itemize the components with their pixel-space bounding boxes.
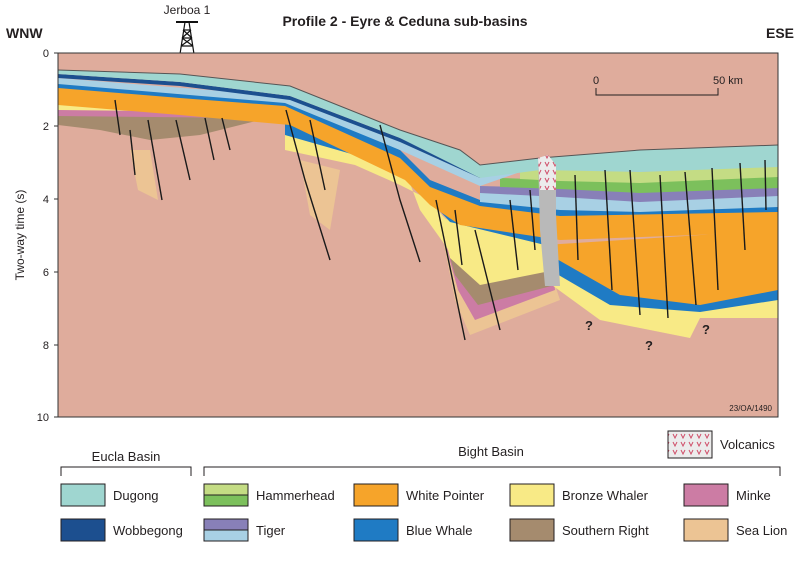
hammerhead-unit <box>520 166 778 183</box>
west-orientation-label: WNW <box>6 25 43 41</box>
uncertain-marker: ? <box>585 318 593 333</box>
legend-item-tiger: Tiger <box>203 518 286 542</box>
eucla-basin-bracket: Eucla Basin <box>60 449 192 476</box>
y-tick-label: 4 <box>43 194 49 206</box>
svg-text:Dugong: Dugong <box>113 488 159 503</box>
svg-text:Wobbegong: Wobbegong <box>113 523 183 538</box>
scale-end-label: 50 km <box>713 75 743 87</box>
white-pointer-unit <box>58 86 778 240</box>
volcanics-label: Volcanics <box>720 437 775 452</box>
svg-text:Minke: Minke <box>736 488 771 503</box>
y-axis-title: Two-way time (s) <box>13 190 27 281</box>
svg-text:White Pointer: White Pointer <box>406 488 485 503</box>
eucla-basin-label: Eucla Basin <box>92 449 161 464</box>
svg-text:Hammerhead: Hammerhead <box>256 488 335 503</box>
seafloor-line <box>57 69 779 166</box>
legend-item-southern-right: Southern Right <box>509 518 649 542</box>
legend-item-wobbegong: Wobbegong <box>60 518 183 542</box>
uncertain-marker: ? <box>645 338 653 353</box>
y-tick-label: 0 <box>43 48 49 60</box>
y-tick-label: 10 <box>37 412 49 424</box>
bight-basin-bracket: Bight Basin <box>203 444 781 476</box>
bight-basin-label: Bight Basin <box>458 444 524 459</box>
legend-item-hammerhead: Hammerhead <box>203 483 335 507</box>
legend-volcanics: Volcanics <box>667 430 775 459</box>
scale-start-label: 0 <box>593 75 599 87</box>
y-tick-label: 6 <box>43 267 49 279</box>
legend-item-white-pointer: White Pointer <box>353 483 485 507</box>
sea-lion-unit <box>130 150 158 200</box>
scale-bar: 0 50 km <box>593 75 743 96</box>
legend-item-blue-whale: Blue Whale <box>353 518 472 542</box>
volcanics-swatch <box>667 430 713 459</box>
svg-text:Tiger: Tiger <box>256 523 286 538</box>
sea-lion-unit <box>300 160 340 230</box>
dugong-unit <box>58 70 778 178</box>
y-tick-label: 8 <box>43 340 49 352</box>
uncertain-marker: ? <box>702 322 710 337</box>
plot-frame <box>57 52 779 418</box>
svg-text:Sea Lion: Sea Lion <box>736 523 787 538</box>
y-axis: 0 2 4 6 8 10 Two-way time (s) <box>13 48 58 424</box>
white-pointer-unit <box>545 230 778 305</box>
legend-item-bronze-whaler: Bronze Whaler <box>509 483 649 507</box>
legend-item-minke: Minke <box>683 483 771 507</box>
wobbegong-unit <box>58 74 480 178</box>
y-tick-label: 2 <box>43 121 49 133</box>
svg-text:Southern Right: Southern Right <box>562 523 649 538</box>
legend-item-dugong: Dugong <box>60 483 159 507</box>
fault-lines <box>114 99 767 341</box>
legend-item-sea-lion: Sea Lion <box>683 518 787 542</box>
volcanic-cap <box>538 155 556 190</box>
diagram-title: Profile 2 - Eyre & Ceduna sub-basins <box>282 13 527 29</box>
figure-id: 23/OA/1490 <box>729 404 772 413</box>
well-name-label: Jerboa 1 <box>164 3 211 17</box>
svg-text:Bronze Whaler: Bronze Whaler <box>562 488 649 503</box>
svg-text:Blue Whale: Blue Whale <box>406 523 472 538</box>
east-orientation-label: ESE <box>766 25 794 41</box>
